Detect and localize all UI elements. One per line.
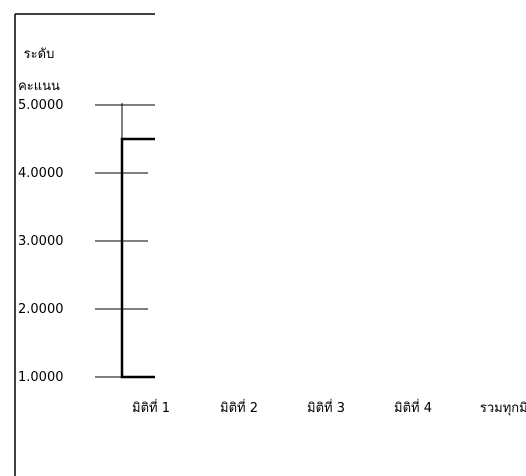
y-tick-label: 3.0000 [18,234,64,249]
x-tick-label: มิติที่ 1 [132,399,170,416]
series-group [120,137,155,379]
x-tick-label: มิติที่ 3 [307,399,345,416]
series-point [121,138,123,140]
y-ticks: 1.0000 2.0000 3.0000 4.0000 5.0000 [18,98,155,385]
series-line [120,137,155,379]
y-tick-label: 4.0000 [18,166,64,181]
x-tick-label: รวมทุกมิติ [480,401,526,416]
x-tick-label: มิติที่ 2 [220,399,258,416]
y-axis-title-line-2: คะแนน [18,79,60,94]
y-tick-label: 2.0000 [18,302,64,317]
x-tick-labels: มิติที่ 1 มิติที่ 2 มิติที่ 3 มิติที่ 4 รวมท… [132,399,526,416]
y-tick-label: 5.0000 [18,98,64,113]
y-tick-label: 1.0000 [18,370,64,385]
series-point [121,376,123,378]
x-tick-label: มิติที่ 4 [394,399,432,416]
y-axis-title-line-1: ระดับ [24,47,55,62]
